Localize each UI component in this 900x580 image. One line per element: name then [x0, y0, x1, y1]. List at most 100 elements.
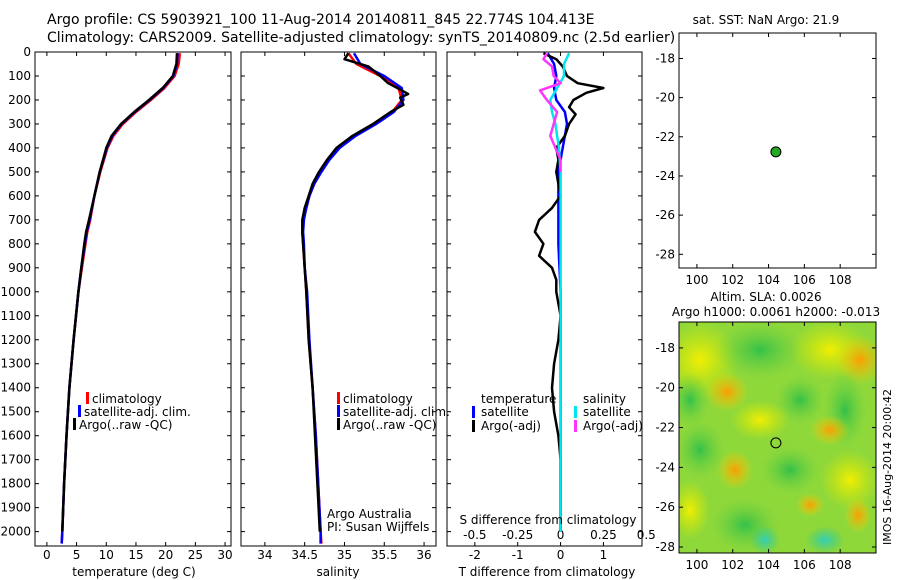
depth-tick-label: 1400 [0, 381, 31, 395]
legend-swatch [472, 406, 475, 418]
x-tick-label: 20 [158, 548, 173, 562]
depth-tick-label: 1700 [0, 453, 31, 467]
difference-legend: temperature salinity satellite Argo(-adj… [472, 392, 643, 433]
depth-tick-label: 800 [8, 237, 31, 251]
header-title-line2: Climatology: CARS2009. Satellite-adjuste… [47, 30, 675, 46]
s-tick-label: -0.5 [463, 528, 486, 542]
map-y-tick-label: -22 [655, 421, 675, 435]
temperature-panel [34, 51, 232, 547]
map-y-tick-label: -22 [655, 130, 675, 144]
legend-swatch [86, 392, 89, 404]
sst-map-axes: 100 102 104 106 108 -18 -20 -22 -24 -26 -28 [655, 33, 876, 287]
map-y-tick-label: -18 [655, 341, 675, 355]
s-tick-label: -0.25 [502, 528, 533, 542]
map-y-tick-label: -20 [655, 91, 675, 105]
salinity-panel [240, 51, 437, 547]
legend-title-temperature: temperature [481, 392, 556, 406]
temperature-x-axis: 0 5 10 15 20 25 30 [43, 52, 233, 562]
x-tick-label: 34.5 [291, 548, 318, 562]
x-tick-label: 10 [99, 548, 114, 562]
depth-tick-label: 1600 [0, 429, 31, 443]
x-tick-label: 30 [217, 548, 232, 562]
salinity-x-label: salinity [316, 565, 359, 579]
sla-map-panel [678, 321, 877, 554]
legend-label: satellite [583, 405, 631, 419]
series-line-satellite-adj-clim- [301, 52, 405, 544]
depth-tick-label: 200 [8, 93, 31, 107]
legend-label: Argo(..raw -QC) [343, 418, 436, 432]
sla-heatmap [679, 322, 876, 553]
legend-label: climatology [343, 392, 413, 406]
legend-swatch [337, 405, 340, 417]
x-tick-label: 34 [257, 548, 272, 562]
x-tick-label: 35.5 [371, 548, 398, 562]
depth-tick-label: 0 [23, 45, 31, 59]
depth-tick-label: 1100 [0, 309, 31, 323]
difference-panel [446, 51, 643, 547]
map-y-tick-label: -28 [655, 247, 675, 261]
sla-map-title-line1: Altim. SLA: 0.0026 [710, 290, 821, 304]
depth-tick-label: 100 [8, 69, 31, 83]
legend-label: climatology [92, 392, 162, 406]
depth-tick-label: 500 [8, 165, 31, 179]
depth-tick-label: 1500 [0, 405, 31, 419]
legend-title-salinity: salinity [583, 392, 626, 406]
series-line-argo-adj- [538, 52, 562, 172]
map-x-tick-label: 100 [685, 558, 708, 572]
temperature-x-label: temperature (deg C) [72, 565, 195, 579]
series-line-argo-adj- [533, 52, 605, 532]
x-tick-label: 25 [188, 548, 203, 562]
depth-tick-label: 400 [8, 141, 31, 155]
map-x-tick-label: 108 [829, 273, 852, 287]
series-line-argo-raw-qc- [61, 53, 179, 532]
depth-tick-label: 700 [8, 213, 31, 227]
depth-tick-label: 2000 [0, 525, 31, 539]
s-tick-label: 0.25 [590, 528, 617, 542]
s-tick-label: 0 [557, 528, 565, 542]
x-tick-label: 0 [43, 548, 51, 562]
salinity-x-axis: 34 34.5 35 35.5 36 [257, 52, 432, 562]
difference-series [533, 52, 605, 532]
map-x-tick-label: 100 [685, 273, 708, 287]
legend-label: Argo(-adj) [583, 419, 643, 433]
x-tick-label: 15 [128, 548, 143, 562]
argo-position-marker [770, 146, 782, 158]
x-tick-label: -2 [469, 548, 481, 562]
temperature-series [60, 53, 182, 544]
temperature-legend: climatology satellite-adj. clim. Argo(..… [73, 392, 191, 432]
depth-tick-label: 300 [8, 117, 31, 131]
x-tick-label: 36 [416, 548, 431, 562]
legend-label: Argo(-adj) [481, 419, 541, 433]
legend-swatch [574, 420, 577, 432]
header-title-line1: Argo profile: CS 5903921_100 11-Aug-2014… [47, 12, 595, 28]
argo-position-marker [770, 437, 782, 449]
legend-label: satellite [481, 405, 529, 419]
depth-tick-label: 1800 [0, 477, 31, 491]
s-tick-label: 0.5 [637, 528, 656, 542]
sla-map-title-line2: Argo h1000: 0.0061 h2000: -0.013 [672, 305, 880, 319]
legend-swatch [574, 406, 577, 418]
series-line-argo-raw-qc- [301, 52, 410, 532]
depth-tick-label: 1300 [0, 357, 31, 371]
sla-map-axes: 100 102 104 106 108 -18 -20 -22 -24 -26 -28 [655, 322, 876, 572]
map-x-tick-label: 106 [793, 273, 816, 287]
legend-label: satellite-adj. clim. [343, 405, 450, 419]
map-y-tick-label: -20 [655, 381, 675, 395]
legend-swatch [337, 418, 340, 430]
s-difference-label: S difference from climatology [460, 513, 637, 527]
depth-axis: 0 100 200 300 400 500 600 700 800 900 1000 1100 1200… [0, 45, 642, 539]
t-difference-x-label: T difference from climatology [458, 565, 636, 579]
depth-tick-label: 600 [8, 189, 31, 203]
sst-map-title: sat. SST: NaN Argo: 21.9 [693, 13, 840, 27]
map-x-tick-label: 104 [757, 273, 780, 287]
salinity-legend: climatology satellite-adj. clim. Argo(..… [327, 392, 450, 534]
difference-x-axis: -2 -1 0 1 -0.5 -0.25 0 0.25 0.5 [463, 52, 656, 562]
map-x-tick-label: 104 [757, 558, 780, 572]
map-y-tick-label: -26 [655, 500, 675, 514]
imos-timestamp: IMOS 16-Aug-2014 20:00:42 [881, 389, 894, 545]
depth-tick-label: 1000 [0, 285, 31, 299]
x-tick-label: 0 [557, 548, 565, 562]
x-tick-label: -1 [512, 548, 524, 562]
legend-swatch [73, 418, 76, 430]
map-x-tick-label: 108 [829, 558, 852, 572]
